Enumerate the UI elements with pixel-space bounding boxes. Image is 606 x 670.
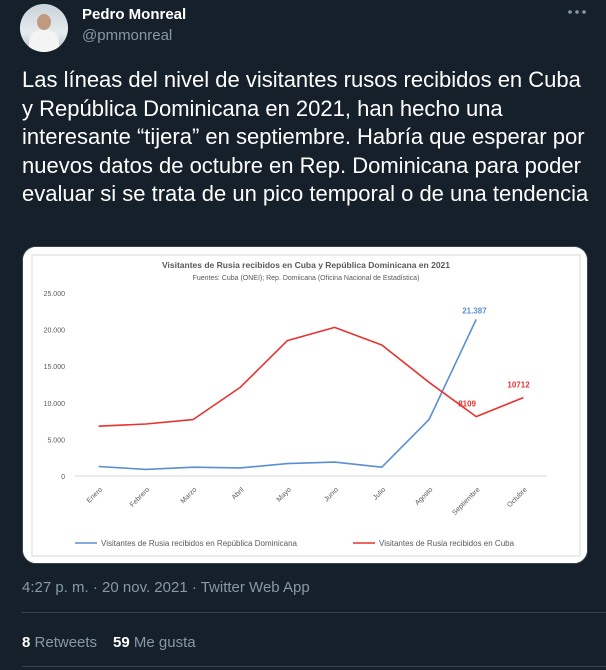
legend-label: Visitantes de Rusia recibidos en Repúbli…	[101, 539, 298, 548]
ellipsis-icon	[568, 10, 586, 14]
avatar-head	[37, 14, 51, 30]
retweets-stat[interactable]: 8 Retweets	[22, 634, 97, 651]
series-line	[98, 326, 524, 427]
chart-legend: Visitantes de Rusia recibidos en Repúbli…	[75, 539, 515, 548]
divider-top	[22, 612, 606, 613]
series-lines	[98, 319, 524, 471]
author-avatar[interactable]	[20, 4, 68, 52]
tweet-text: Las líneas del nivel de visitantes rusos…	[22, 67, 589, 206]
divider-bottom	[22, 666, 606, 667]
retweets-count: 8	[22, 634, 31, 651]
tweet-timestamp[interactable]: 4:27 p. m. · 20 nov. 2021 · Twitter Web …	[22, 579, 310, 596]
author-handle[interactable]: @pmmonreal	[82, 27, 173, 44]
data-label: 10712	[507, 381, 530, 390]
series-line	[98, 319, 477, 471]
retweets-label: Retweets	[34, 634, 98, 651]
chart-background	[23, 247, 587, 563]
y-tick-label: 15.000	[44, 364, 66, 371]
chart-image[interactable]: Visitantes de Rusia recibidos en Cuba y …	[22, 246, 588, 564]
data-labels: 21.387 8109 10712	[458, 306, 530, 408]
y-tick-label: 0	[61, 474, 65, 481]
chart-title: Visitantes de Rusia recibidos en Cuba y …	[162, 260, 450, 270]
data-label: 21.387	[462, 306, 487, 315]
chart-frame	[31, 254, 581, 557]
data-label: 8109	[458, 400, 476, 409]
line-chart: Visitantes de Rusia recibidos en Cuba y …	[23, 247, 587, 563]
legend-label: Visitantes de Rusia recibidos en Cuba	[379, 539, 515, 548]
y-tick-label: 25.000	[44, 291, 66, 298]
y-tick-label: 20.000	[44, 328, 66, 335]
author-name[interactable]: Pedro Monreal	[82, 6, 187, 23]
y-axis: 25.000 20.000 15.000 10.000 5.000 0	[44, 291, 66, 481]
likes-stat[interactable]: 59 Me gusta	[113, 634, 196, 651]
more-icon[interactable]	[562, 2, 592, 30]
tweet-stats: 8 Retweets 59 Me gusta	[22, 634, 196, 651]
likes-label: Me gusta	[133, 634, 196, 651]
avatar-body	[29, 30, 59, 52]
y-tick-label: 10.000	[44, 401, 66, 408]
chart-subtitle: Fuentes: Cuba (ONEI); Rep. Domiicana (Of…	[193, 275, 420, 282]
likes-count: 59	[113, 634, 130, 651]
y-tick-label: 5.000	[47, 437, 65, 444]
